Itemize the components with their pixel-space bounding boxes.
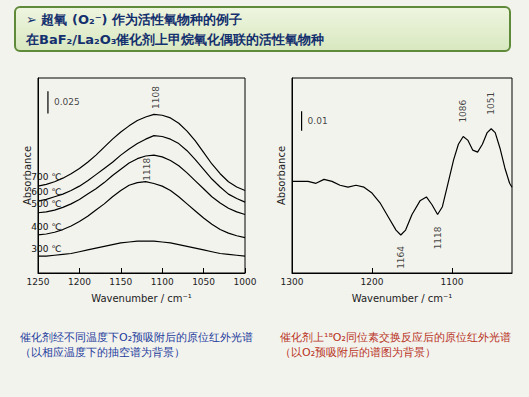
svg-text:1051: 1051 (486, 92, 496, 115)
svg-text:500 ℃: 500 ℃ (31, 199, 61, 209)
svg-text:600 ℃: 600 ℃ (31, 187, 61, 197)
svg-text:1100: 1100 (441, 277, 464, 287)
svg-text:1250: 1250 (27, 277, 50, 287)
svg-text:300 ℃: 300 ℃ (31, 244, 61, 254)
svg-text:Wavenumber / cm⁻¹: Wavenumber / cm⁻¹ (352, 293, 453, 304)
svg-text:1100: 1100 (151, 277, 174, 287)
svg-text:1200: 1200 (361, 277, 384, 287)
svg-text:700 ℃: 700 ℃ (31, 172, 61, 182)
svg-text:Wavenumber / cm⁻¹: Wavenumber / cm⁻¹ (91, 293, 192, 304)
svg-text:0.01: 0.01 (308, 116, 328, 126)
svg-text:Absorbance: Absorbance (21, 146, 33, 205)
svg-text:1118: 1118 (433, 226, 443, 249)
svg-text:1200: 1200 (68, 277, 91, 287)
svg-text:1150: 1150 (109, 277, 132, 287)
svg-text:1108: 1108 (151, 86, 161, 109)
svg-text:1164: 1164 (396, 246, 406, 269)
html-text:催化剂上¹⁸O₂同位素交换反应后的原位红外光谱（以O₂预吸附: 催化剂上¹⁸O₂同位素交换反应后的原位红外光谱（以O₂预吸附后的谱图为背景） (280, 331, 511, 359)
svg-text:1050: 1050 (192, 277, 215, 287)
svg-text:Absorbance: Absorbance (276, 146, 287, 205)
svg-text:1300: 1300 (281, 277, 304, 287)
html-text:催化剂经不同温度下O₂预吸附后的原位红外光谱（以相应温度下的: 催化剂经不同温度下O₂预吸附后的原位红外光谱（以相应温度下的抽空谱为背景） (20, 331, 254, 359)
html-text:在BaF₂/La₂O₃催化剂上甲烷氧化偶联的活性氧物种: 在BaF₂/La₂O₃催化剂上甲烷氧化偶联的活性氧物种 (26, 32, 325, 47)
svg-text:0.025: 0.025 (54, 97, 80, 107)
svg-text:1086: 1086 (458, 99, 468, 122)
svg-text:400 ℃: 400 ℃ (31, 222, 61, 232)
svg-text:1000: 1000 (234, 277, 257, 287)
html-text:➢ 超氧 (O₂⁻) 作为活性氧物种的例子: ➢ 超氧 (O₂⁻) 作为活性氧物种的例子 (26, 12, 242, 27)
svg-text:1118: 1118 (142, 158, 152, 181)
